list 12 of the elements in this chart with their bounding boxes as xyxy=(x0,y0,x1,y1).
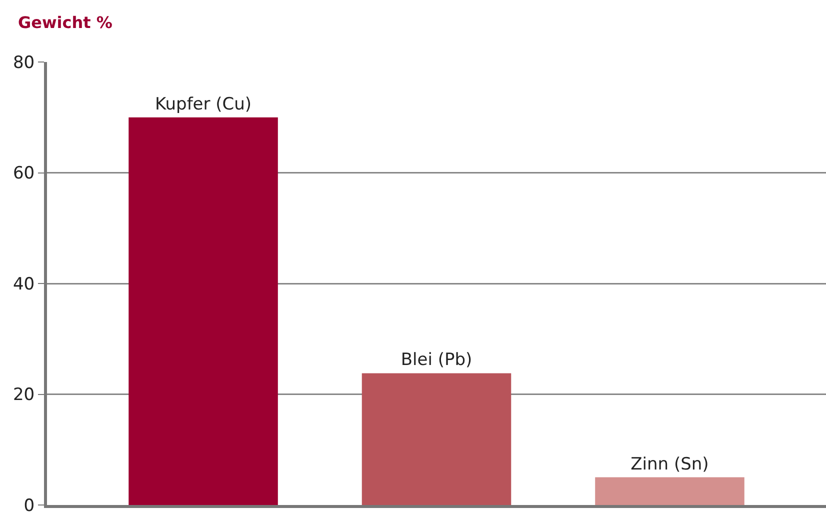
y-tick-label: 60 xyxy=(12,164,35,184)
y-tick-label: 0 xyxy=(24,496,35,516)
bar xyxy=(362,373,512,505)
x-tick-label: Kupfer (Cu) xyxy=(154,94,252,114)
bar xyxy=(128,117,278,505)
x-tick-label: Zinn (Sn) xyxy=(630,454,709,474)
y-axis-title: Gewicht % xyxy=(18,13,112,32)
bar xyxy=(595,477,744,505)
x-tick-label: Blei (Pb) xyxy=(400,350,472,370)
y-tick-label: 40 xyxy=(12,274,35,294)
y-tick-label: 80 xyxy=(12,52,35,73)
y-tick-label: 20 xyxy=(12,385,35,406)
